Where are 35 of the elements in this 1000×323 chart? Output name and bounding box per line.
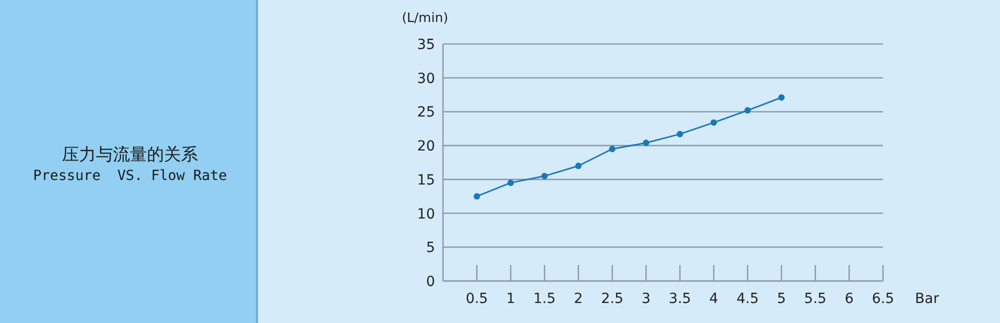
- x-tick-label: 5: [777, 291, 786, 307]
- y-tick-label: 10: [417, 206, 435, 222]
- text: 压力与流量的关系: [62, 145, 198, 165]
- x-tick-label: 0.5: [466, 291, 488, 307]
- x-tick-label: 5.5: [804, 291, 826, 307]
- point: [575, 162, 582, 170]
- x-tick-label: 6: [844, 291, 854, 307]
- x-tick-label: 2: [574, 291, 583, 307]
- x-tick-label: 3: [642, 291, 651, 307]
- x-tick-label: 1.5: [533, 291, 556, 307]
- point: [744, 107, 751, 114]
- x-tick-label: 4: [709, 291, 718, 307]
- point: [474, 193, 480, 200]
- y-tick-label: 25: [417, 104, 435, 121]
- y-tick-label: 5: [426, 240, 435, 256]
- y-tick-label: 0: [426, 274, 435, 290]
- y-tick-label: 30: [417, 70, 435, 87]
- x-tick-label: 3.5: [668, 291, 692, 307]
- point: [609, 146, 616, 152]
- x-axis-title: Bar: [915, 291, 940, 307]
- text: Pressure VS. Flow Rate: [33, 168, 227, 184]
- x-tick-label: 6.5: [872, 291, 894, 307]
- point: [778, 94, 785, 101]
- point: [642, 140, 650, 146]
- y-tick-label: 20: [417, 138, 435, 155]
- x-tick-label: 2.5: [601, 291, 624, 307]
- point: [507, 180, 514, 186]
- y-axis-title: (L/min): [402, 11, 448, 26]
- point: [710, 119, 717, 126]
- y-tick-label: 35: [417, 37, 435, 53]
- point: [541, 172, 548, 180]
- point: [676, 130, 684, 138]
- x-tick-label: 4.5: [736, 291, 759, 307]
- y-tick-label: 15: [417, 172, 435, 188]
- x-tick-label: 1: [506, 291, 516, 307]
